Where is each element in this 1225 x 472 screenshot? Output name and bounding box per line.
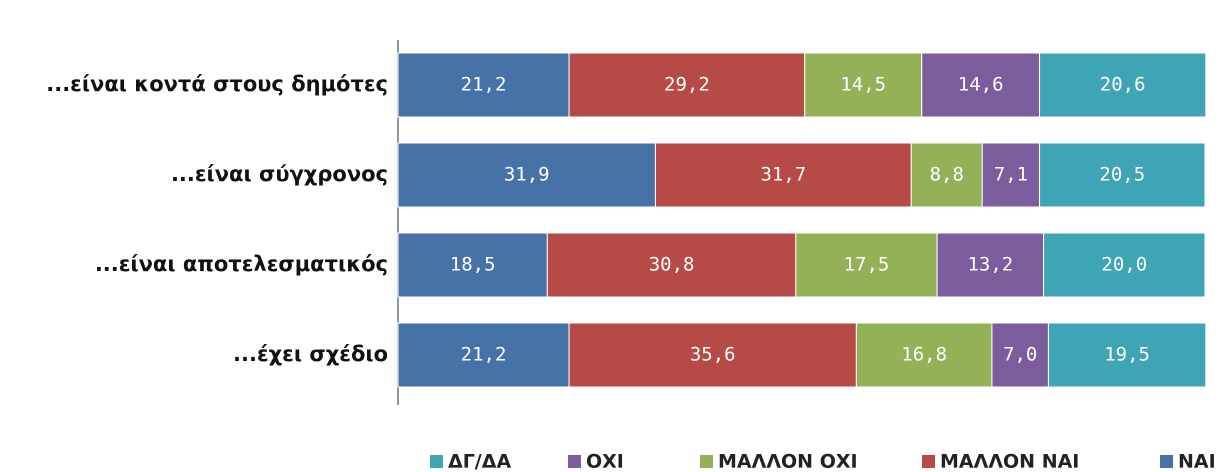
value-label: 18,5 — [450, 254, 496, 276]
legend-label: ΜΑΛΛΟΝ ΝΑΙ — [940, 451, 1079, 472]
legend-swatch — [700, 455, 713, 468]
legend-label: ΝΑΙ — [1178, 451, 1216, 472]
category-label: ...έχει σχέδιο — [233, 342, 388, 366]
legend-label: ΟΧΙ — [586, 451, 624, 472]
value-label: 17,5 — [844, 254, 890, 276]
category-label: ...είναι σύγχρονος — [171, 162, 388, 186]
legend-label: ΔΓ/ΔΑ — [448, 451, 511, 472]
value-label: 16,8 — [901, 344, 947, 366]
value-label: 20,5 — [1099, 164, 1145, 186]
value-label: 20,6 — [1100, 74, 1146, 96]
legend-swatch — [1160, 455, 1173, 468]
value-label: 19,5 — [1104, 344, 1150, 366]
legend-swatch — [430, 455, 443, 468]
value-label: 21,2 — [461, 74, 507, 96]
legend-swatch — [922, 455, 935, 468]
value-label: 7,1 — [994, 164, 1028, 186]
chart: ...είναι κοντά στους δημότες 21,2 29,2 14,5… — [0, 0, 1225, 472]
category-label: ...είναι αποτελεσματικός — [95, 252, 388, 276]
value-label: 30,8 — [649, 254, 695, 276]
value-label: 21,2 — [461, 344, 507, 366]
value-label: 14,5 — [840, 74, 886, 96]
value-label: 13,2 — [967, 254, 1013, 276]
value-label: 20,0 — [1101, 254, 1147, 276]
value-label: 31,9 — [504, 164, 550, 186]
value-label: 8,8 — [930, 164, 964, 186]
value-label: 14,6 — [958, 74, 1004, 96]
value-label: 31,7 — [760, 164, 806, 186]
value-label: 7,0 — [1003, 344, 1037, 366]
legend-label: ΜΑΛΛΟΝ ΟΧΙ — [718, 451, 858, 472]
value-label: 35,6 — [690, 344, 736, 366]
value-label: 29,2 — [664, 74, 710, 96]
legend-swatch — [568, 455, 581, 468]
category-label: ...είναι κοντά στους δημότες — [46, 72, 388, 96]
